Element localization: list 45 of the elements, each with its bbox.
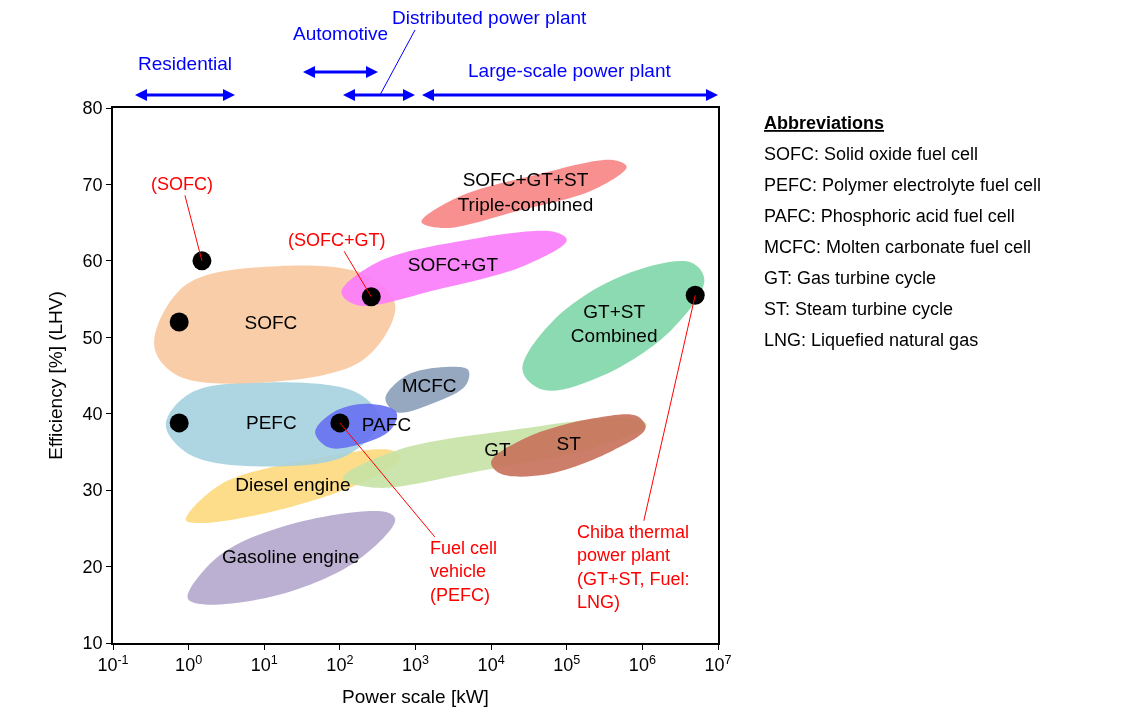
- annotation: (SOFC+GT): [288, 230, 386, 250]
- x-tick-label: 10$^{2}$: [326, 652, 354, 676]
- text: PEFC: Polymer electrolyte fuel cell: [764, 175, 1042, 195]
- text: Abbreviations: [764, 113, 885, 133]
- annotation: Chiba thermal power plant (GT+ST, Fuel: LNG): [577, 522, 690, 613]
- series-label: SOFC: [244, 312, 298, 334]
- series-label: GT+ST Combined: [570, 300, 658, 347]
- series-label: SOFC+GT: [407, 253, 499, 275]
- series-label: GT: [484, 438, 511, 460]
- y-tick-label: 40: [82, 404, 103, 425]
- y-tick-label: 60: [82, 251, 103, 272]
- y-tick-label: 10: [82, 633, 103, 654]
- series-label: Diesel engine: [235, 473, 351, 495]
- text: GT: Gas turbine cycle: [764, 268, 937, 288]
- x-tick-label: 10$^{5}$: [553, 652, 581, 676]
- text: ST: Steam turbine cycle: [764, 299, 954, 319]
- text: Residential: [138, 53, 232, 74]
- y-axis-title: Efficiency [%] (LHV): [44, 291, 66, 460]
- text: MCFC: Molten carbonate fuel cell: [764, 237, 1032, 257]
- x-tick-label: 10$^{0}$: [175, 652, 203, 676]
- y-tick-label: 50: [82, 327, 103, 348]
- annotation: Fuel cell vehicle (PEFC): [430, 538, 498, 605]
- x-axis-title: Power scale [kW]: [342, 685, 489, 707]
- annotation: (SOFC): [151, 174, 213, 194]
- y-tick-label: 30: [82, 480, 103, 501]
- text: SOFC: Solid oxide fuel cell: [764, 144, 979, 164]
- y-tick-label: 70: [82, 174, 103, 195]
- text: PAFC: Phosphoric acid fuel cell: [764, 206, 1015, 226]
- text: Distributed power plant: [392, 7, 588, 28]
- y-tick-label: 80: [82, 98, 103, 119]
- x-tick-label: 10$^{4}$: [477, 652, 505, 676]
- series-label: PEFC: [245, 411, 297, 433]
- text: LNG: Liquefied natural gas: [764, 330, 979, 350]
- x-tick-label: 10$^{7}$: [704, 652, 732, 676]
- series-label: SOFC+GT+ST Triple-combined: [457, 169, 594, 216]
- y-tick-label: 20: [82, 556, 103, 577]
- text: Automotive: [293, 23, 389, 44]
- x-tick-label: 10$^{1}$: [250, 652, 278, 676]
- x-tick-label: 10$^{3}$: [401, 652, 430, 676]
- text: Large-scale power plant: [468, 60, 672, 81]
- series-label: Gasoline engine: [221, 546, 360, 568]
- x-tick-label: 10$^{-1}$: [97, 652, 129, 676]
- series-label: ST: [556, 432, 582, 454]
- x-tick-label: 10$^{6}$: [628, 652, 656, 676]
- series-label: MCFC: [401, 375, 457, 397]
